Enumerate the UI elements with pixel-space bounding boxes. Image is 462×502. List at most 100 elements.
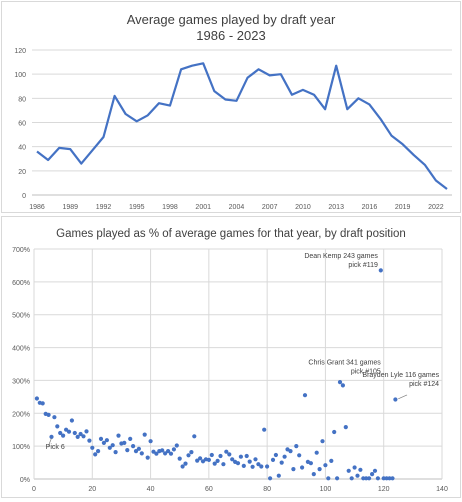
scatter-chart-games-percent: Games played as % of average games for t…: [12, 228, 448, 493]
scatter-point: [75, 434, 80, 439]
scatter-point: [113, 450, 118, 455]
x-tick-label: 1995: [129, 204, 145, 211]
scatter-point: [297, 453, 302, 458]
scatter-point: [340, 383, 345, 388]
scatter-point: [180, 464, 185, 469]
scatter-point: [96, 449, 101, 454]
x-tick-label: 1998: [162, 204, 178, 211]
scatter-point: [262, 427, 267, 432]
y-tick-label: 0%: [20, 477, 30, 484]
y-tick-label: 300%: [12, 378, 30, 385]
scatter-point: [253, 457, 258, 462]
x-tick-label: 1986: [29, 204, 45, 211]
scatter-point: [343, 425, 348, 430]
scatter-point: [235, 461, 241, 466]
annotation-leader-line: [398, 394, 408, 400]
annotation-leader-line: [48, 438, 52, 446]
scatter-point: [145, 455, 150, 460]
scatter-point: [323, 463, 328, 468]
scatter-point: [136, 446, 141, 451]
scatter-point: [101, 440, 106, 445]
chart-title: Games played as % of average games for t…: [56, 228, 406, 240]
scatter-point: [183, 461, 188, 466]
annotation-line: Pick 6: [46, 444, 65, 451]
scatter-point: [142, 432, 147, 437]
scatter-point: [370, 472, 375, 477]
scatter-point: [387, 476, 392, 481]
scatter-point: [177, 456, 182, 461]
scatter-point: [302, 393, 308, 398]
scatter-point: [352, 465, 357, 470]
scatter-point: [160, 448, 165, 453]
x-tick-label: 120: [378, 486, 390, 493]
scatter-point: [81, 434, 86, 439]
scatter-point: [317, 467, 322, 472]
scatter-point: [291, 467, 296, 472]
annotation-line: Chris Grant 341 games: [308, 360, 381, 367]
scatter-point: [72, 430, 77, 436]
scatter-point: [116, 433, 121, 438]
y-tick-label: 400%: [12, 346, 30, 353]
scatter-point: [308, 461, 313, 466]
y-tick-label: 40: [18, 145, 26, 152]
x-tick-label: 2013: [328, 204, 344, 211]
x-tick-label: 2001: [195, 204, 211, 211]
scatter-point: [355, 473, 360, 478]
scatter-point: [212, 461, 217, 466]
x-tick-label: 1989: [62, 204, 78, 211]
scatter-point: [332, 429, 337, 435]
scatter-point: [58, 430, 63, 436]
y-tick-label: 700%: [12, 247, 30, 254]
scatter-point: [390, 476, 395, 481]
x-tick-label: 2016: [362, 204, 378, 211]
scatter-point: [168, 451, 174, 456]
scatter-point: [55, 424, 60, 429]
scatter-point: [209, 452, 214, 458]
scatter-point: [40, 401, 45, 406]
x-tick-label: 2010: [295, 204, 311, 211]
y-tick-label: 500%: [12, 313, 30, 320]
scatter-point: [265, 464, 270, 469]
scatter-point: [174, 443, 179, 448]
x-tick-label: 100: [320, 486, 332, 493]
scatter-point: [259, 464, 264, 469]
scatter-point: [349, 476, 354, 481]
y-tick-label: 100%: [12, 444, 30, 451]
x-tick-label: 40: [147, 486, 155, 493]
y-tick-label: 200%: [12, 411, 30, 418]
scatter-point: [128, 436, 133, 441]
y-tick-label: 20: [18, 169, 26, 176]
annotation-line: pick #105: [351, 369, 381, 376]
scatter-point: [256, 462, 261, 467]
scatter-point: [122, 440, 127, 445]
scatter-point: [93, 452, 98, 457]
scatter-point: [87, 438, 92, 443]
annotation-pick6: Pick 6: [46, 444, 65, 451]
line-chart-average-games: Average games played by draft year 1986 …: [14, 12, 452, 211]
scatter-point: [279, 460, 284, 465]
x-tick-label: 2022: [428, 204, 444, 211]
scatter-point: [131, 444, 136, 449]
scatter-point: [273, 452, 278, 458]
annotation-line: pick #119: [348, 262, 378, 269]
scatter-point: [372, 468, 378, 473]
x-tick-label: 140: [436, 486, 448, 493]
scatter-point: [346, 468, 351, 473]
scatter-point: [139, 451, 144, 456]
scatter-point: [198, 456, 203, 461]
y-tick-label: 600%: [12, 280, 30, 287]
scatter-point: [276, 473, 281, 478]
scatter-point: [34, 396, 40, 401]
x-tick-label: 2004: [229, 204, 245, 211]
scatter-point: [384, 476, 389, 481]
scatter-point: [358, 467, 363, 472]
scatter-point: [221, 462, 226, 467]
scatter-point: [270, 457, 276, 462]
scatter-point: [163, 451, 168, 456]
y-tick-label: 0: [22, 193, 26, 200]
scatter-point: [186, 453, 191, 458]
scatter-point: [107, 445, 112, 450]
scatter-point: [244, 453, 249, 459]
scatter-point: [206, 457, 211, 462]
scatter-point: [125, 448, 130, 453]
